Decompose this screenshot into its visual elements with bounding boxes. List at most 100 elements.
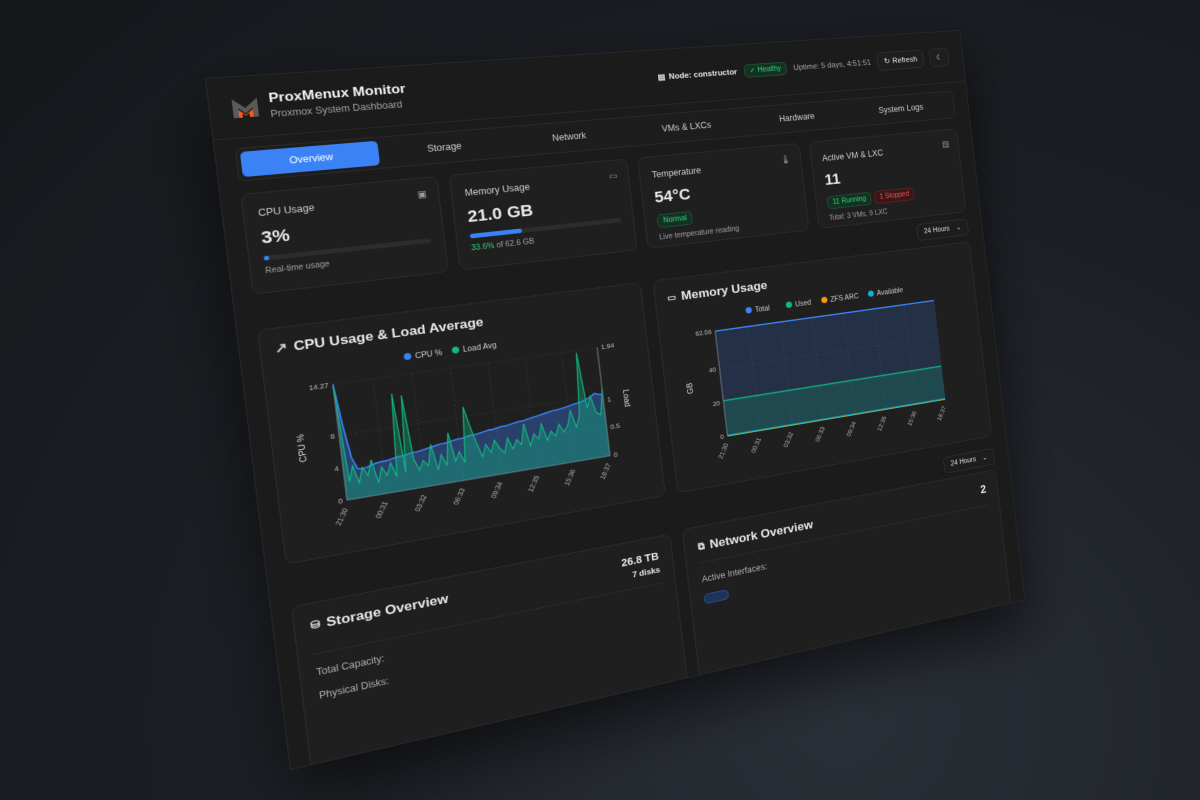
chevron-down-icon: ⌄ (955, 223, 962, 232)
time-range-value: 24 Hours (923, 225, 951, 236)
y-tick-label: 62.56 (695, 328, 712, 337)
x-tick-label: 18:37 (936, 405, 948, 422)
y-tick-label: 4 (334, 465, 340, 474)
cpu-load-chart: CPU % Load Avg 21:30 00:31 03:32 06:33 09:34 12… (295, 341, 631, 527)
x-tick-label: 00:31 (374, 500, 390, 520)
hard-drive-icon: ⛁ (309, 617, 321, 632)
y-tick-label: 14.27 (308, 381, 329, 392)
y-axis-label: GB (685, 382, 695, 395)
x-tick-label: 09:34 (845, 420, 857, 437)
y-tick-label: 8 (330, 432, 336, 441)
health-text: Healthy (757, 64, 782, 75)
memory-chart: Total Used ZFS ARC Available 21:30 00:31 03:32… (685, 286, 977, 460)
network-icon: ⧉ (697, 540, 706, 553)
x-tick-label: 12:35 (876, 415, 888, 432)
x-tick-label: 06:33 (452, 487, 467, 506)
server-icon: ▤ (941, 139, 950, 149)
legend-marker (745, 306, 753, 314)
tab-overview[interactable]: Overview (239, 140, 381, 178)
tab-storage[interactable]: Storage (426, 140, 463, 155)
legend-label: Load Avg (462, 341, 497, 354)
tab-vms-lxcs[interactable]: VMs & LXCs (661, 119, 712, 134)
temperature-value: 54°C (653, 184, 692, 207)
interface-badge (703, 589, 730, 605)
x-tick-label: 21:30 (717, 442, 730, 460)
refresh-label: Refresh (892, 55, 918, 65)
x-tick-label: 09:34 (489, 480, 504, 499)
temperature-card: 🌡︎ Temperature 54°C Normal Live temperat… (637, 142, 810, 249)
y-axis-label: CPU % (295, 433, 309, 463)
y-tick-label: 0 (720, 433, 725, 441)
y2-tick-label: 0.5 (610, 422, 621, 431)
storage-title: Storage Overview (325, 591, 450, 630)
x-tick-label: 21:30 (334, 507, 350, 527)
y2-tick-label: 1.94 (601, 342, 616, 351)
series-area (715, 300, 946, 436)
check-circle-icon: ✓ (749, 66, 757, 75)
legend-marker (820, 296, 828, 304)
legend-marker (867, 290, 875, 298)
network-title: Network Overview (708, 517, 814, 552)
series-area (332, 347, 610, 501)
x-tick-label: 03:32 (782, 431, 795, 449)
time-range-select[interactable]: 24 Hours ⌄ (916, 218, 969, 241)
time-range-value: 24 Hours (950, 455, 977, 468)
refresh-button[interactable]: ↻ Refresh (876, 49, 925, 71)
y2-tick-label: 1 (607, 395, 612, 403)
x-tick-label: 18:37 (599, 462, 613, 480)
header: ProxMenux Monitor Proxmox System Dashboa… (206, 30, 966, 141)
y-tick-label: 20 (712, 399, 720, 407)
x-tick-label: 15:36 (563, 468, 577, 487)
x-tick-label: 00:31 (750, 436, 763, 454)
health-badge: ✓ Healthy (743, 61, 788, 78)
thermometer-icon: 🌡︎ (779, 154, 792, 165)
y2-tick-label: 0 (613, 451, 618, 459)
legend-marker (403, 352, 412, 361)
y-tick-label: 40 (708, 366, 716, 374)
tab-system-logs[interactable]: System Logs (878, 102, 924, 116)
temperature-status-badge: Normal (656, 210, 694, 229)
memory-total: of 62.6 GB (493, 237, 535, 251)
y2-axis-label: Load (620, 389, 631, 408)
legend-marker (451, 346, 460, 354)
uptime: Uptime: 5 days, 4:51:51 (792, 58, 872, 72)
legend-label: Total (755, 304, 771, 314)
node-label: Node: constructor (668, 67, 738, 81)
moon-icon: ☾ (935, 53, 943, 62)
x-tick-label: 12:35 (527, 474, 542, 493)
memory-percent: 33.6% (470, 241, 495, 253)
network-interface-count: 2 (980, 483, 987, 497)
storage-disks: 7 disks (631, 565, 661, 580)
y-tick-label: 0 (338, 497, 344, 506)
storage-overview-card: ⛁ Storage Overview 26.8 TB 7 disks Total C… (290, 533, 689, 771)
trending-up-icon: ↗ (273, 339, 289, 357)
cpu-icon: ▣ (416, 188, 428, 200)
x-tick-label: 15:36 (906, 410, 918, 427)
dashboard-window: ProxMenux Monitor Proxmox System Dashboa… (205, 30, 1026, 771)
proxmenux-logo-icon (231, 97, 260, 118)
memory-icon: ▭ (666, 291, 677, 304)
cpu-load-chart-card: ↗ CPU Usage & Load Average CPU % Load Avg 2… (257, 282, 666, 565)
cpu-usage-card: ▣ CPU Usage 3% Real-time usage (240, 176, 449, 295)
stopped-badge: 1 Stopped (873, 187, 915, 205)
active-vm-card: ▤ Active VM & LXC 11 11 Running 1 Stoppe… (808, 128, 967, 229)
tab-network[interactable]: Network (551, 130, 587, 144)
legend-marker (785, 301, 793, 309)
legend-label: CPU % (415, 348, 443, 360)
server-icon: ▤ (657, 73, 666, 83)
legend-label: ZFS ARC (830, 292, 859, 304)
memory-usage-card: ▭ Memory Usage 21.0 GB 33.6% of 62.6 GB (448, 158, 638, 271)
legend-label: Used (795, 298, 812, 308)
chevron-down-icon: ⌄ (981, 453, 988, 462)
memory-chart-card: ▭ Memory Usage Total Used ZFS ARC Available 2… (652, 241, 993, 494)
refresh-icon: ↻ (883, 57, 891, 66)
tab-hardware[interactable]: Hardware (778, 111, 816, 124)
running-badge: 11 Running (826, 191, 873, 210)
x-tick-label: 03:32 (413, 493, 429, 512)
x-tick-label: 06:33 (814, 425, 827, 442)
node-indicator: ▤ Node: constructor (657, 67, 738, 82)
memory-icon: ▭ (608, 170, 618, 182)
vms-value: 11 (823, 169, 842, 189)
theme-toggle-button[interactable]: ☾ (928, 47, 950, 67)
legend-label: Available (876, 286, 903, 297)
